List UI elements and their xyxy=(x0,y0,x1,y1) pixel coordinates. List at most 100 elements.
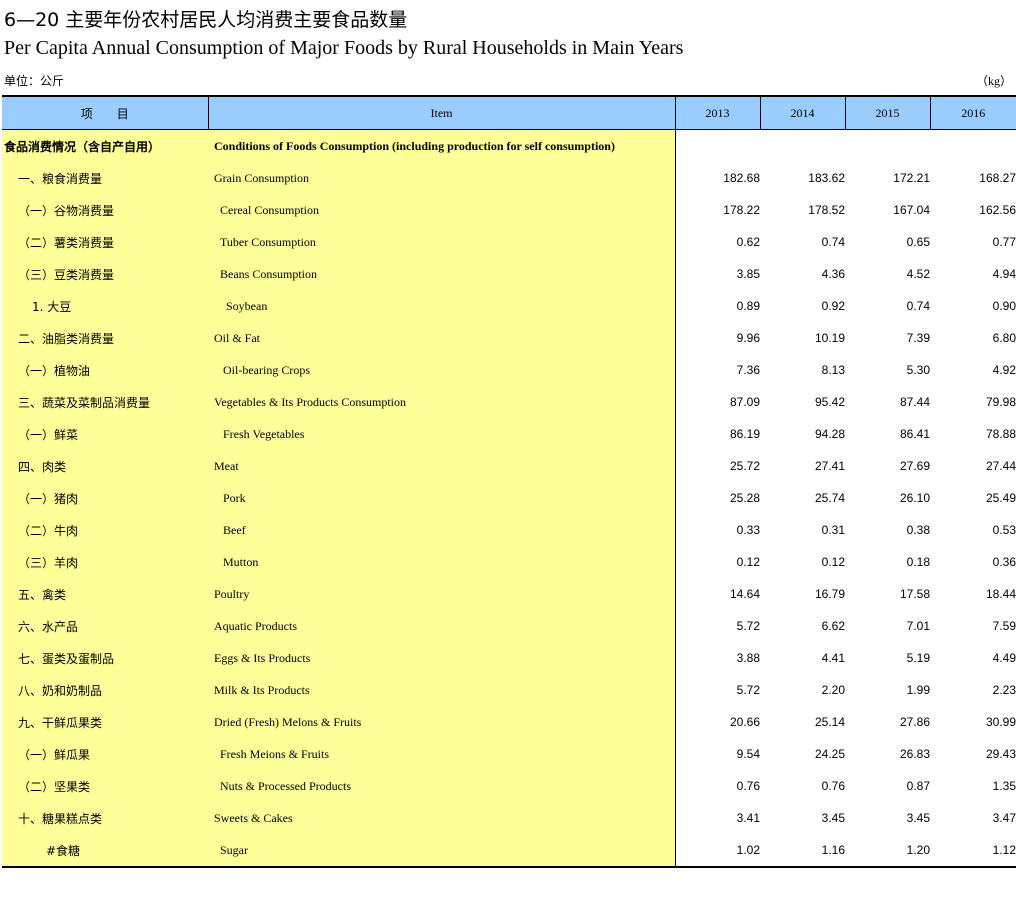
table-row: （一）谷物消费量 Cereal Consumption 178.22 178.52 16… xyxy=(2,194,1016,226)
table-row: 六、水产品 Aquatic Products 5.72 6.62 7.01 7.59 xyxy=(2,610,1016,642)
value-cell-2015: 26.83 xyxy=(899,747,930,761)
value-cell-2013: 0.62 xyxy=(674,226,760,258)
value-cell-2014: 95.42 xyxy=(814,395,845,409)
value-cell-2014: 6.62 xyxy=(821,619,845,633)
value-cell-2016: 79.98 xyxy=(985,395,1016,409)
table-row: （二）牛肉 Beef 0.33 0.31 0.38 0.53 xyxy=(2,514,1016,546)
value-cell-2015: 1.99 xyxy=(906,683,930,697)
value-cell-2015: 27.86 xyxy=(899,715,930,729)
value-cell-2015: 0.74 xyxy=(906,299,930,313)
value-cell-2015: 172.21 xyxy=(893,171,930,185)
item-name-cn: 九、干鲜瓜果类 xyxy=(2,706,208,738)
item-name-en: Milk & Its Products xyxy=(208,674,675,706)
value-cell-2014: 4.41 xyxy=(821,651,845,665)
table-row: （一）鲜菜 Fresh Vegetables 86.19 94.28 86.41 78.8… xyxy=(2,418,1016,450)
value-cell-2014: 183.62 xyxy=(808,171,845,185)
table-row: 1. 大豆 Soybean 0.89 0.92 0.74 0.90 xyxy=(2,290,1016,322)
item-name-cn: （一）植物油 xyxy=(2,354,208,386)
item-name-cn: #食糖 xyxy=(2,834,208,868)
table-row: 七、蛋类及蛋制品 Eggs & Its Products 3.88 4.41 5.19 4… xyxy=(2,642,1016,674)
item-name-cn: 五、禽类 xyxy=(2,578,208,610)
value-cell-2013: 9.54 xyxy=(674,738,760,770)
value-cell-2014: 24.25 xyxy=(814,747,845,761)
value-cell-2016: 4.49 xyxy=(992,651,1016,665)
value-cell-2016: 2.23 xyxy=(992,683,1016,697)
item-name-en: Eggs & Its Products xyxy=(208,642,675,674)
value-cell-2014: 0.12 xyxy=(821,555,845,569)
page-title-cn: 6—20 主要年份农村居民人均消费主要食品数量 xyxy=(4,9,408,31)
item-name-cn: 六、水产品 xyxy=(2,610,208,642)
value-cell-2013: 25.72 xyxy=(674,450,760,482)
header-year-2013: 2013 xyxy=(674,95,760,130)
value-cell-2016: 27.44 xyxy=(985,459,1016,473)
header-year-2016: 2016 xyxy=(929,95,1016,130)
table-row: 三、蔬菜及菜制品消费量 Vegetables & Its Products Con… xyxy=(2,386,1016,418)
item-name-cn: （三）豆类消费量 xyxy=(2,258,208,290)
table-row: 一、粮食消费量 Grain Consumption 182.68 183.62 172.… xyxy=(2,162,1016,194)
value-cell-2013: 5.72 xyxy=(674,674,760,706)
item-name-en: Beans Consumption xyxy=(208,258,675,290)
item-name-en: Grain Consumption xyxy=(208,162,675,194)
value-cell-2016: 3.47 xyxy=(992,811,1016,825)
value-cell-2013: 9.96 xyxy=(674,322,760,354)
value-cell-2015: 0.18 xyxy=(906,555,930,569)
value-cell-2016: 25.49 xyxy=(985,491,1016,505)
value-cell-2015: 86.41 xyxy=(899,427,930,441)
value-cell-2014: 27.41 xyxy=(814,459,845,473)
item-name-en: Fresh Vegetables xyxy=(208,418,675,450)
table-row: 二、油脂类消费量 Oil & Fat 9.96 10.19 7.39 6.80 xyxy=(2,322,1016,354)
item-name-cn: 食品消费情况（含自产自用） xyxy=(2,129,208,162)
table-row: （二）薯类消费量 Tuber Consumption 0.62 0.74 0.65 0.7… xyxy=(2,226,1016,258)
item-name-cn: 1. 大豆 xyxy=(2,290,208,322)
item-name-cn: （三）羊肉 xyxy=(2,546,208,578)
item-name-cn: 四、肉类 xyxy=(2,450,208,482)
value-cell-2015: 5.30 xyxy=(906,363,930,377)
unit-label-en: （kg） xyxy=(975,74,1012,88)
table-row: 四、肉类 Meat 25.72 27.41 27.69 27.44 xyxy=(2,450,1016,482)
value-cell-2014: 3.45 xyxy=(821,811,845,825)
header-year-2015: 2015 xyxy=(844,95,930,130)
value-cell-2016 xyxy=(930,130,1016,163)
value-cell-2015: 4.52 xyxy=(906,267,930,281)
item-name-en: Fresh Meions & Fruits xyxy=(208,738,675,770)
value-cell-2016: 7.59 xyxy=(992,619,1016,633)
table-row: #食糖 Sugar 1.02 1.16 1.20 1.12 xyxy=(2,834,1016,868)
value-cell-2015: 87.44 xyxy=(899,395,930,409)
header-item-en: Item xyxy=(207,95,675,130)
header-item-cn: 项 目 xyxy=(2,95,208,130)
value-cell-2013: 3.41 xyxy=(674,802,760,834)
unit-label-cn: 单位：公斤 xyxy=(4,74,65,88)
item-name-cn: 三、蔬菜及菜制品消费量 xyxy=(2,386,208,418)
item-name-cn: （一）鲜菜 xyxy=(2,418,208,450)
value-cell-2013: 3.85 xyxy=(674,258,760,290)
value-cell-2016: 168.27 xyxy=(979,171,1016,185)
item-name-cn: （一）谷物消费量 xyxy=(2,194,208,226)
value-cell-2013 xyxy=(674,129,760,162)
value-cell-2016: 4.94 xyxy=(992,267,1016,281)
item-name-en: Dried (Fresh) Melons & Fruits xyxy=(208,706,675,738)
consumption-table: 项 目 Item 2013 2014 2015 2016 食品消费情况（含自产自… xyxy=(2,95,1016,868)
item-name-cn: （一）猪肉 xyxy=(2,482,208,514)
value-cell-2013: 0.76 xyxy=(674,770,760,802)
table-row: （三）羊肉 Mutton 0.12 0.12 0.18 0.36 xyxy=(2,546,1016,578)
item-name-en: Sweets & Cakes xyxy=(208,802,675,834)
value-cell-2015: 1.20 xyxy=(845,834,930,868)
value-cell-2015: 0.38 xyxy=(906,523,930,537)
item-name-en: Conditions of Foods Consumption (includi… xyxy=(208,129,675,162)
value-cell-2013: 7.36 xyxy=(674,354,760,386)
table-row: （一）植物油 Oil-bearing Crops 7.36 8.13 5.30 4.92 xyxy=(2,354,1016,386)
item-name-cn: 十、糖果糕点类 xyxy=(2,802,208,834)
value-cell-2016: 1.35 xyxy=(992,779,1016,793)
value-cell-2013: 0.89 xyxy=(674,290,760,322)
value-cell-2016: 18.44 xyxy=(985,587,1016,601)
value-cell-2013: 3.88 xyxy=(674,642,760,674)
page-title-en: Per Capita Annual Consumption of Major F… xyxy=(4,37,684,59)
value-cell-2013: 87.09 xyxy=(674,386,760,418)
value-cell-2013: 14.64 xyxy=(674,578,760,610)
value-cell-2015: 26.10 xyxy=(899,491,930,505)
value-cell-2016: 78.88 xyxy=(985,427,1016,441)
value-cell-2014: 25.74 xyxy=(814,491,845,505)
table-row: 十、糖果糕点类 Sweets & Cakes 3.41 3.45 3.45 3.47 xyxy=(2,802,1016,834)
value-cell-2014: 4.36 xyxy=(821,267,845,281)
value-cell-2013: 0.33 xyxy=(674,514,760,546)
